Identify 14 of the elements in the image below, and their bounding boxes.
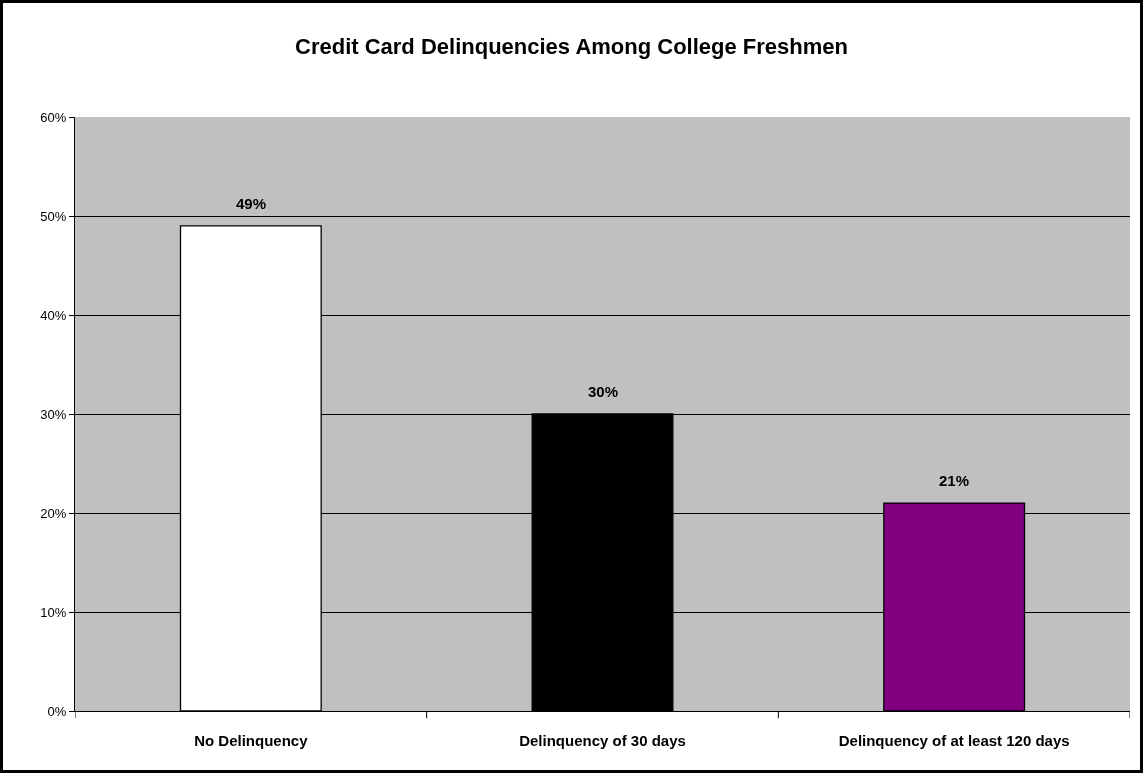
chart-title: Credit Card Delinquencies Among College Freshmen — [295, 34, 848, 60]
x-tick-label: Delinquency of 30 days — [519, 732, 686, 749]
x-tick-label: Delinquency of at least 120 days — [838, 732, 1070, 749]
data-label: 49% — [236, 195, 267, 212]
y-tick-label: 50% — [40, 208, 67, 224]
y-tick-label: 30% — [40, 406, 67, 422]
data-label: 30% — [588, 383, 619, 400]
y-tick-label: 10% — [40, 604, 67, 620]
data-label: 21% — [939, 472, 970, 489]
y-tick-label: 0% — [47, 703, 67, 719]
y-tick-label: 20% — [40, 505, 67, 521]
x-tick-label: No Delinquency — [194, 732, 309, 749]
y-tick-label: 40% — [40, 307, 67, 323]
y-tick-label: 60% — [40, 109, 67, 125]
